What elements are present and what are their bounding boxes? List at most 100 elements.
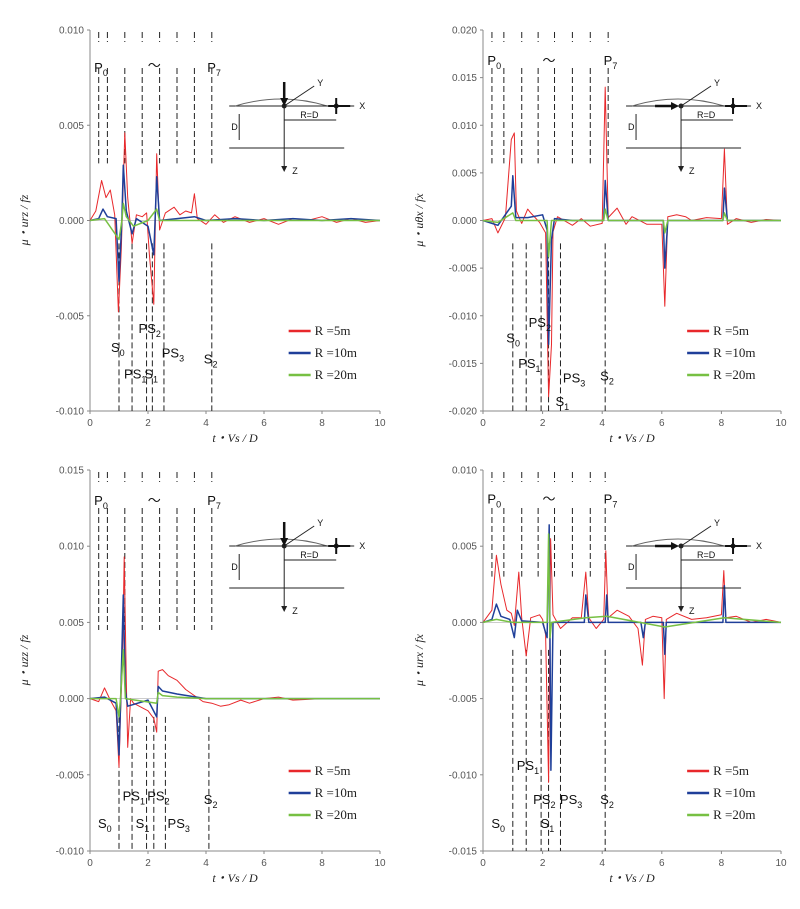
legend-label: R =20m	[713, 807, 755, 822]
y-tick-label: 0.020	[452, 26, 477, 37]
y-label: Y	[714, 518, 720, 528]
x-tick-label: 6	[261, 858, 267, 869]
wave-label-upper: 〜	[148, 58, 161, 73]
x-tick-label: 10	[374, 858, 386, 869]
load-point	[678, 543, 684, 549]
wave-label-lower: S0	[98, 816, 112, 834]
distance-label: R=D	[697, 550, 716, 560]
legend-label: R =10m	[315, 345, 357, 360]
legend-label: R =10m	[713, 345, 755, 360]
x-label: X	[359, 541, 365, 551]
x-tick-label: 10	[374, 418, 386, 429]
legend-label: R =5m	[713, 763, 749, 778]
y-tick-label: -0.005	[56, 770, 85, 781]
distance-label: R=D	[300, 110, 319, 120]
wave-label-upper: 〜	[543, 53, 556, 68]
z-arrowhead	[281, 606, 288, 612]
y-tick-label: 0.000	[452, 618, 477, 629]
wave-label-upper: P7	[207, 493, 221, 511]
inset-diagram: Z Y X D R=D	[626, 518, 762, 616]
wave-label-lower: PS3	[560, 792, 582, 810]
y-tick-label: 0.015	[452, 73, 477, 84]
inset-diagram: Z Y X D R=D	[229, 78, 365, 176]
depth-label: D	[628, 122, 635, 132]
y-tick-label: 0.010	[59, 542, 84, 553]
y-tick-label: -0.010	[449, 770, 478, 781]
wave-label-lower: S2	[600, 369, 614, 387]
y-label: Y	[714, 78, 720, 88]
x-tick-label: 6	[659, 858, 665, 869]
applied-load-arrowhead	[671, 542, 680, 550]
y-tick-label: 0.005	[59, 618, 84, 629]
legend-label: R =10m	[315, 785, 357, 800]
legend-label: R =5m	[315, 763, 351, 778]
y-axis-label: μ・uzz / fz	[17, 634, 31, 686]
series-line-r10m	[89, 594, 380, 756]
x-tick-label: 2	[145, 858, 151, 869]
wave-label-upper: P7	[604, 53, 618, 71]
wave-label-lower: S2	[204, 351, 218, 369]
z-arrowhead	[678, 606, 685, 612]
y-tick-label: -0.020	[449, 407, 478, 418]
y-label: Y	[317, 518, 323, 528]
y-tick-label: 0.010	[59, 26, 84, 37]
x-tick-label: 6	[261, 418, 267, 429]
wave-arc	[235, 538, 328, 547]
wave-label-lower: PS2	[147, 789, 169, 807]
wave-label-lower: PS1	[123, 789, 145, 807]
x-tick-label: 4	[203, 418, 209, 429]
z-arrowhead	[281, 166, 288, 172]
distance-label: R=D	[300, 550, 319, 560]
y-tick-label: -0.010	[56, 407, 85, 418]
applied-load-arrowhead	[280, 538, 289, 546]
z-label: Z	[292, 606, 298, 616]
wave-label-lower: S0	[111, 340, 125, 358]
wave-label-lower: S1	[555, 394, 569, 412]
wave-label-lower: PS3	[563, 370, 585, 388]
y-tick-label: 0.010	[452, 121, 477, 132]
x-tick-label: 0	[87, 418, 93, 429]
legend-label: R =20m	[315, 807, 357, 822]
x-tick-label: 8	[319, 418, 325, 429]
wave-label-upper: P0	[487, 492, 501, 510]
x-tick-label: 10	[775, 418, 787, 429]
y-axis-label: μ・urx / fx	[412, 633, 426, 687]
x-tick-label: 4	[599, 418, 605, 429]
x-axis-label: t・Vs / D	[212, 431, 258, 445]
y-tick-label: 0.000	[59, 694, 84, 705]
x-axis-label: t・Vs / D	[609, 871, 655, 885]
wave-label-upper: P7	[604, 492, 618, 510]
y-tick-label: 0.005	[452, 168, 477, 179]
wave-label-lower: S2	[204, 792, 218, 810]
depth-label: D	[231, 562, 238, 572]
load-point	[678, 103, 684, 109]
wave-label-lower: PS3	[162, 346, 184, 364]
series-line-r10m	[482, 524, 781, 771]
z-arrowhead	[678, 166, 685, 172]
wave-label-lower: S1	[541, 816, 555, 834]
wave-arc	[631, 98, 725, 107]
wave-label-upper: P0	[94, 493, 108, 511]
applied-load-arrowhead	[671, 102, 680, 110]
x-tick-label: 8	[719, 418, 725, 429]
y-tick-label: -0.010	[56, 847, 85, 858]
x-tick-label: 2	[540, 418, 546, 429]
series-line-r20m	[482, 208, 781, 258]
legend-label: R =5m	[315, 323, 351, 338]
y-axis-arrow	[680, 525, 712, 547]
wave-label-lower: PS1	[518, 356, 540, 374]
legend-label: R =20m	[315, 367, 357, 382]
y-tick-label: 0.005	[59, 121, 84, 132]
legend-label: R =5m	[713, 323, 749, 338]
y-axis-arrow	[283, 525, 315, 547]
distance-label: R=D	[697, 110, 716, 120]
x-tick-label: 4	[203, 858, 209, 869]
x-tick-label: 2	[145, 418, 151, 429]
legend-label: R =20m	[713, 367, 755, 382]
y-tick-label: -0.005	[449, 264, 478, 275]
wave-label-upper: P7	[207, 60, 221, 78]
